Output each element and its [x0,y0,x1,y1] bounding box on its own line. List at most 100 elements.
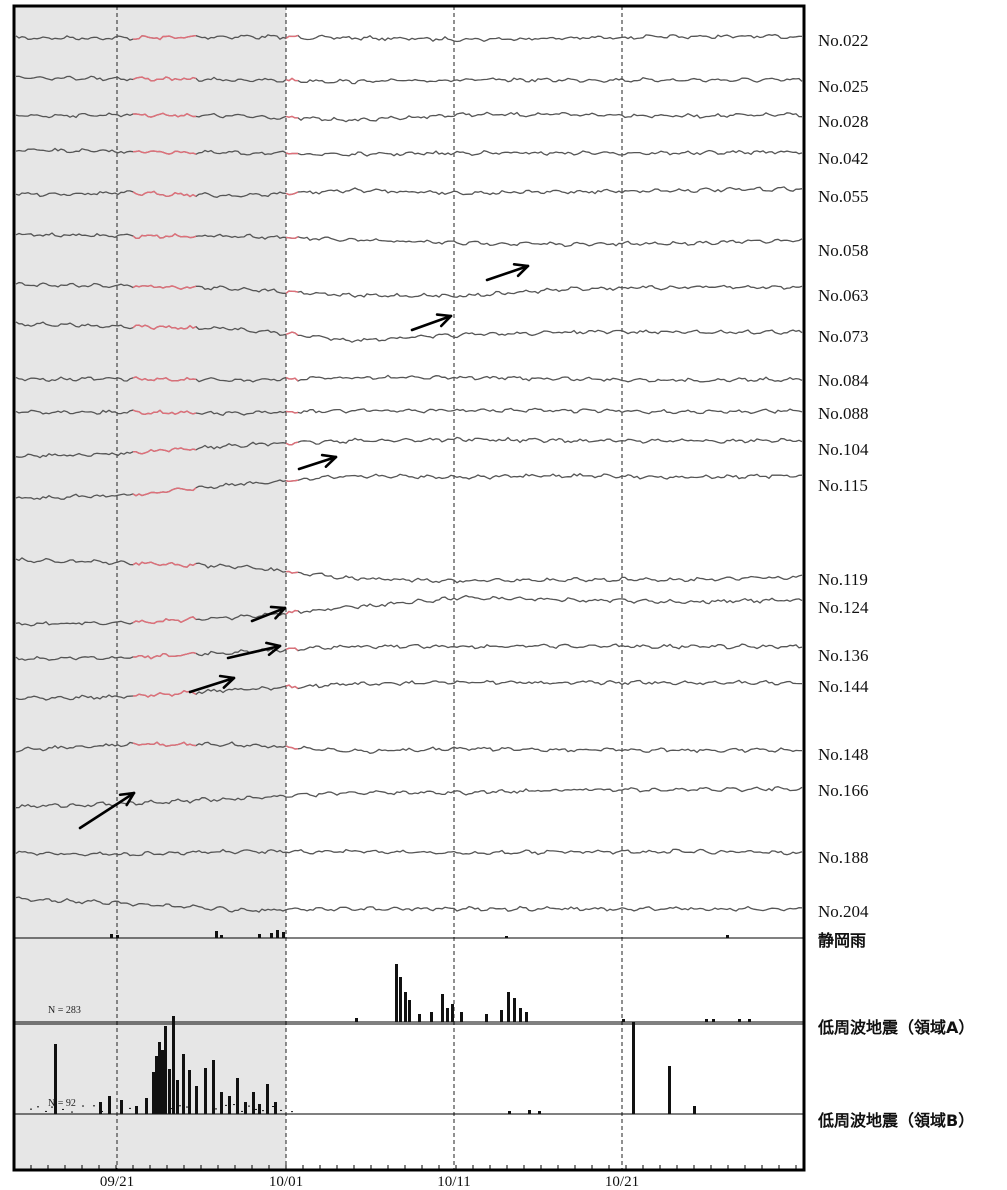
bar [693,1106,696,1114]
n-count-label: N = 283 [48,1005,81,1016]
arrow-0 [485,264,530,282]
bar [110,934,113,938]
bar [205,1104,207,1106]
trace-highlight-No.058-0 [132,233,197,240]
bar [37,1106,39,1108]
bar [120,1108,122,1110]
x-tick-label: 10/21 [605,1174,639,1190]
bar [508,1111,511,1114]
bar [270,933,273,938]
arrowhead-1 [435,313,453,328]
bar [215,931,218,938]
trace-highlight-No.144-1 [285,684,299,690]
trace-highlight-No.063-0 [132,284,197,290]
bar [168,1069,171,1114]
bar [262,1110,264,1112]
bar [241,1110,243,1112]
shaded-period [14,6,286,1170]
bar [158,1042,161,1114]
bar [622,1019,625,1022]
bar [513,998,516,1022]
bar [252,1092,255,1114]
station-label: No.025 [818,77,869,96]
trace-highlight-No.025-0 [132,76,197,82]
bar [136,1110,138,1112]
panel-label: 静岡雨 [818,931,866,950]
trace-highlight-No.022-1 [285,34,299,39]
bar [500,1010,503,1022]
annotation-arrows [78,263,530,830]
bar [161,1105,163,1107]
x-axis: 09/21 10/01 10/11 10/21 [13,1165,797,1190]
bar [220,1092,223,1114]
bar [120,1100,123,1114]
station-labels: No.022 No.025 No.028 No.042 No.055 No.058 No.0… [818,31,869,921]
station-label: No.063 [818,286,869,305]
bar [145,1098,148,1114]
bar [51,1106,53,1108]
bar [451,1004,454,1022]
bar [282,932,285,938]
bar [255,1108,257,1110]
bar [195,1086,198,1114]
trace-highlight-No.104-1 [285,441,299,446]
bar [430,1012,433,1022]
bar [408,1000,411,1022]
bar [135,1106,138,1114]
arrowhead-4 [265,641,282,657]
arrow-3 [250,606,287,623]
trace-highlight-No.055-0 [132,190,197,198]
station-label: No.022 [818,31,869,50]
bar [204,1068,207,1114]
bar [225,1104,227,1106]
station-label: No.104 [818,440,869,459]
trace-highlight-No.028-1 [285,115,298,119]
bar [108,1096,111,1114]
trace-highlight-No.022-0 [133,35,197,41]
bar [355,1018,358,1022]
trace-highlight-No.115-0 [132,487,197,497]
bar [164,1026,167,1114]
trace-highlight-No.144-0 [132,689,197,698]
bar [176,1080,179,1114]
station-label: No.136 [818,646,869,665]
trace-highlight-No.136-1 [285,647,299,652]
trace-highlight-No.124-0 [132,616,197,625]
bar [748,1019,751,1022]
bar [395,964,398,1022]
bar [248,1105,250,1107]
bar [179,1105,181,1107]
bar [418,1014,421,1022]
bar [146,1106,148,1108]
station-label: No.204 [818,902,869,921]
arrow-5 [188,676,236,694]
bar [446,1008,449,1022]
trace-No.188 [15,848,803,857]
x-tick-label: 10/11 [437,1174,471,1190]
trace-highlight-No.119-0 [132,561,197,568]
arrowhead-6 [118,791,136,807]
trace-highlight-No.136-0 [132,651,197,660]
panel-label: 低周波地震（領域B） [817,1111,974,1130]
trace-No.166 [15,786,803,809]
bar [274,1102,277,1114]
station-label: No.148 [818,745,869,764]
bar [505,936,508,938]
x-tick-label: 10/01 [269,1174,303,1190]
trace-highlight-No.073-1 [285,331,299,336]
bar [236,1078,239,1114]
bar [738,1019,741,1022]
trace-highlight-No.124-1 [285,609,299,615]
bar [276,930,279,938]
trace-highlight-No.148-1 [285,745,299,750]
bar [266,1084,269,1114]
bar [101,1110,103,1112]
bar [129,1107,131,1109]
trace-highlight-No.042-1 [285,152,298,155]
bar [54,1044,57,1114]
trace-highlight-No.148-0 [132,741,197,747]
trace-highlight-No.073-0 [132,324,197,330]
station-label: No.188 [818,848,869,867]
bar [116,935,119,938]
